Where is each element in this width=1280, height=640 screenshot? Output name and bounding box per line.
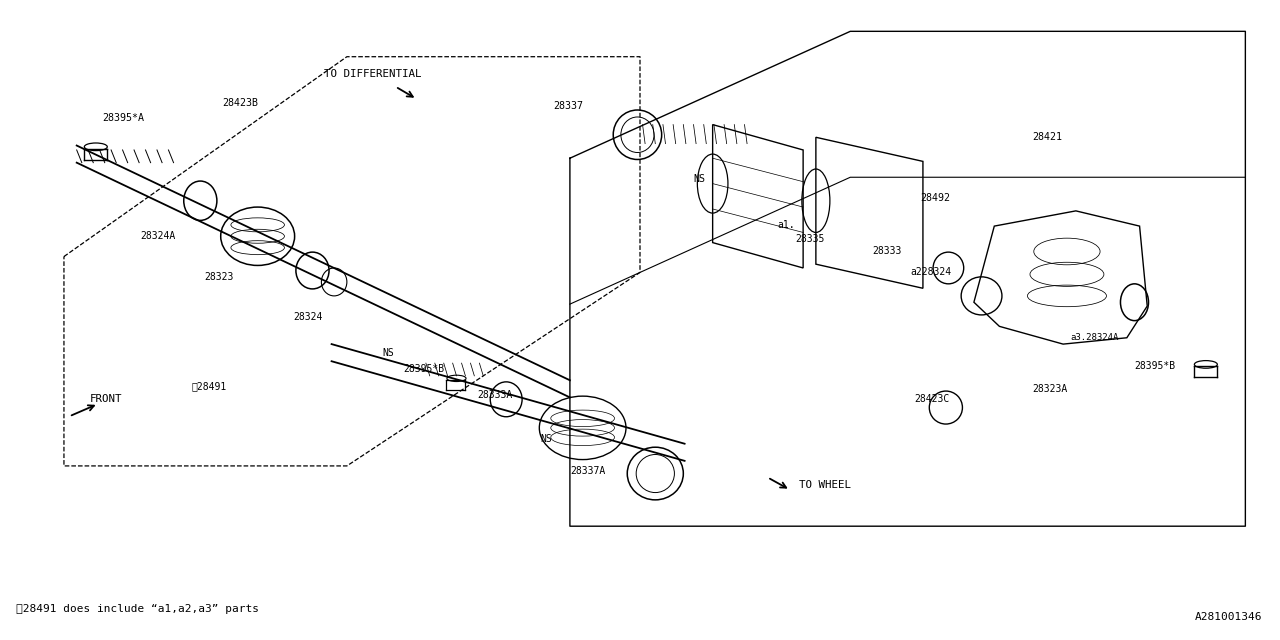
Text: 28395*A: 28395*A	[102, 113, 145, 124]
Text: TO DIFFERENTIAL: TO DIFFERENTIAL	[324, 69, 421, 79]
Text: 28324: 28324	[293, 312, 323, 322]
Text: 28421: 28421	[1033, 132, 1062, 142]
Text: a3.28324A: a3.28324A	[1071, 333, 1119, 342]
Text: 28395*B: 28395*B	[403, 365, 444, 374]
Text: NS: NS	[540, 435, 553, 444]
Text: a228324: a228324	[910, 268, 951, 277]
Text: NS: NS	[383, 348, 394, 358]
Text: NS: NS	[694, 174, 705, 184]
Text: 28492: 28492	[920, 193, 950, 203]
Text: 28395*B: 28395*B	[1134, 361, 1175, 371]
Text: 28423B: 28423B	[221, 98, 259, 108]
Text: 28335: 28335	[795, 234, 824, 244]
Text: A281001346: A281001346	[1194, 612, 1262, 622]
Text: ※28491 does include “a1,a2,a3” parts: ※28491 does include “a1,a2,a3” parts	[15, 604, 259, 614]
Text: 28333: 28333	[872, 246, 901, 257]
Text: 28337: 28337	[553, 100, 584, 111]
Text: TO WHEEL: TO WHEEL	[799, 480, 851, 490]
Text: 28323A: 28323A	[1033, 383, 1068, 394]
Text: 28323: 28323	[204, 272, 233, 282]
Text: 28423C: 28423C	[914, 394, 950, 404]
Text: ※28491: ※28491	[192, 381, 227, 392]
Text: a1.: a1.	[778, 220, 795, 230]
Text: 28333A: 28333A	[477, 390, 512, 400]
Text: 28324A: 28324A	[141, 231, 175, 241]
Text: FRONT: FRONT	[90, 394, 122, 404]
Text: 28337A: 28337A	[570, 466, 605, 476]
